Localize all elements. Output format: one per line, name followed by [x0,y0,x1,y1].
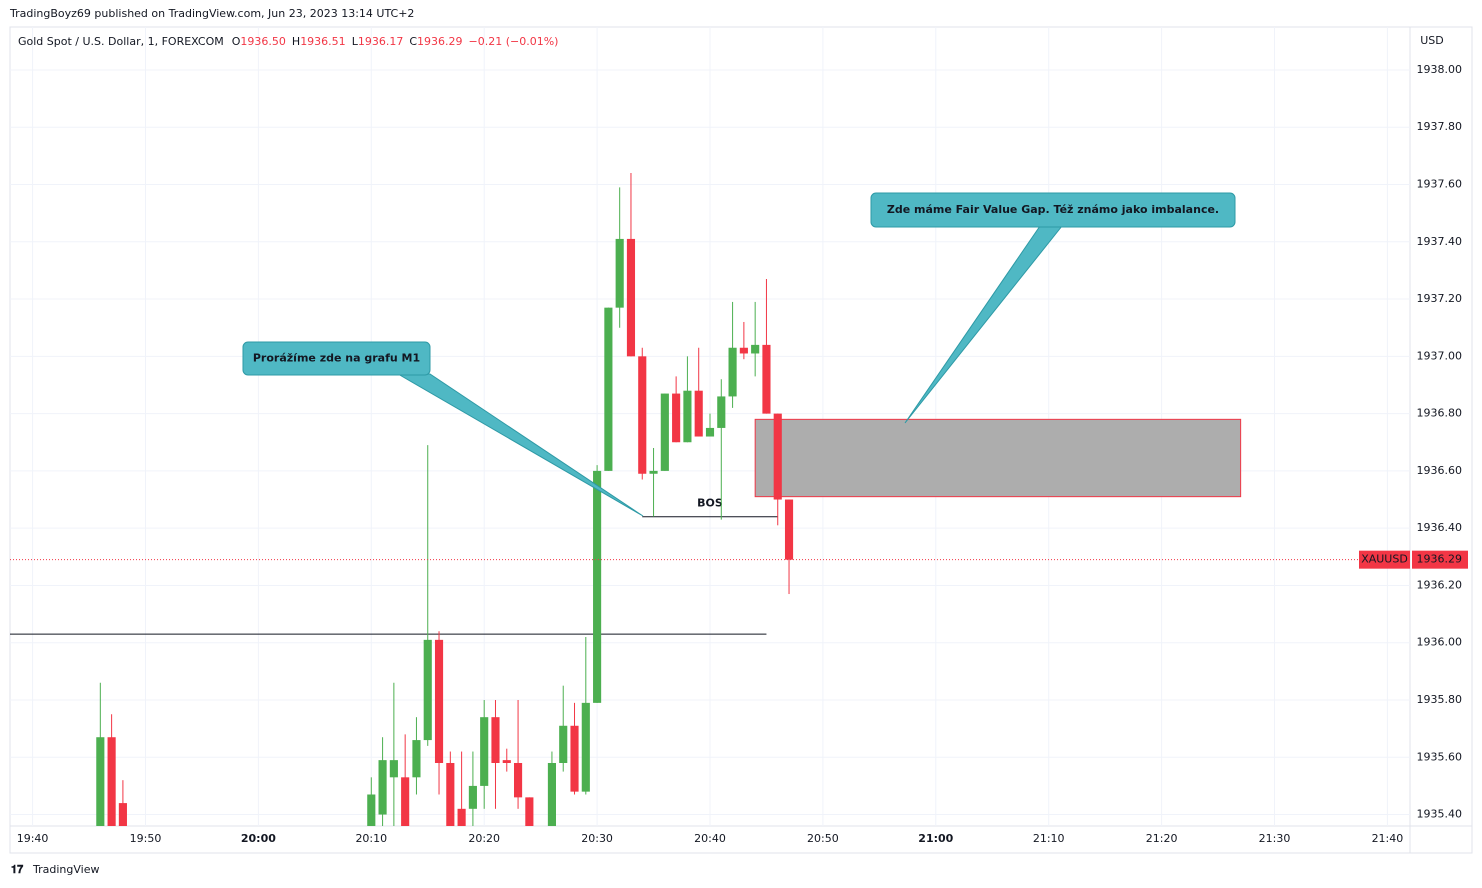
candle-body [604,307,613,471]
candle-body [107,737,116,826]
legend-key: L [352,35,359,48]
candle-body [401,777,410,826]
callout-box [242,341,431,376]
symbol-tag: XAUUSD [1361,553,1408,566]
candle-body [762,344,771,414]
y-tick-label: 1935.60 [1417,750,1463,763]
legend-value: 1936.17 [358,35,404,48]
last-price-label: 1936.29 [1417,553,1463,566]
callout-text: Zde máme Fair Value Gap. Též známo jako … [887,203,1219,216]
candle-body [784,499,794,560]
y-tick-label: 1936.60 [1417,464,1463,477]
candle-body [694,390,703,437]
candle-body [547,762,556,826]
candle-body [525,797,534,826]
candle-body [660,393,669,471]
y-tick-label: 1937.20 [1417,292,1463,305]
candle-body [423,639,432,741]
candle-body [378,760,387,815]
x-tick-label: 19:40 [17,832,49,845]
legend: Gold Spot / U.S. Dollar, 1, FOREXCOM O193… [18,35,558,48]
legend-change: −0.21 (−0.01%) [469,35,559,48]
legend-value: 1936.51 [300,35,346,48]
candle-body [615,238,624,308]
y-tick-label: 1936.40 [1417,521,1463,534]
candle-body [96,737,105,826]
candle-body [728,347,737,397]
fair-value-gap [754,418,1242,498]
candle-body [570,725,579,792]
candle-body [457,808,466,826]
y-tick-label: 1937.60 [1417,178,1463,191]
x-tick-label: 20:10 [355,832,387,845]
candle-body [593,470,602,703]
x-tick-label: 21:20 [1146,832,1178,845]
candle-body [446,762,455,826]
y-tick-label: 1936.20 [1417,578,1463,591]
legend-key: C [409,35,417,48]
y-tick-label: 1935.80 [1417,693,1463,706]
publish-info: TradingBoyz69 published on TradingView.c… [9,7,414,20]
callout-text: Prorážíme zde na grafu M1 [253,352,420,365]
symbol-tag-bg [1359,550,1410,569]
candle-body [739,347,748,354]
legend-key: H [292,35,300,48]
candle-body [705,427,715,437]
footer-brand: TradingView [32,863,99,876]
x-tick-label: 20:00 [241,832,276,845]
candle-body [367,794,376,826]
y-tick-label: 1938.00 [1417,63,1463,76]
x-tick-label: 21:10 [1033,832,1065,845]
candle-body [626,238,636,357]
candle-body [412,740,421,778]
candle-body [649,470,658,474]
candle-body [683,390,692,443]
candle-body [638,356,647,474]
candle-body [672,393,681,443]
candle-body [773,413,782,500]
candle-body [389,760,398,778]
x-tick-label: 19:50 [130,832,162,845]
candle-body [434,639,444,763]
y-tick-label: 1937.00 [1417,349,1463,362]
logo-mark: 𝟏𝟕 [11,863,24,876]
candle-body [118,803,127,826]
x-tick-label: 21:30 [1259,832,1291,845]
y-tick-label: 1936.00 [1417,636,1463,649]
x-tick-label: 21:40 [1372,832,1404,845]
candle-body [502,760,511,763]
symbol: Gold Spot / U.S. Dollar, 1, FOREXCOM [18,35,224,48]
candle-body [751,344,760,354]
candle-body [581,702,590,792]
last-price-bg [1412,550,1468,569]
x-tick-label: 20:30 [581,832,613,845]
candle-body [514,762,523,798]
candle-body [717,396,726,428]
level-label: BOS [697,497,723,510]
candle-body [559,725,568,763]
legend-value: 1936.50 [240,35,286,48]
y-tick-label: 1937.40 [1417,235,1463,248]
candle-body [480,717,489,786]
y-tick-label: 1937.80 [1417,120,1463,133]
currency: USD [1420,34,1444,47]
candle-body [468,785,477,809]
x-tick-label: 20:20 [468,832,500,845]
legend-key: O [232,35,241,48]
y-tick-label: 1936.80 [1417,407,1463,420]
callout-box [870,192,1236,228]
x-tick-label: 20:50 [807,832,839,845]
legend-value: 1936.29 [417,35,463,48]
x-tick-label: 20:40 [694,832,726,845]
x-tick-label: 21:00 [918,832,953,845]
y-tick-label: 1935.40 [1417,808,1463,821]
callout-pointer [904,225,1064,424]
chart-frame [9,26,1473,854]
candle-body [491,717,500,763]
